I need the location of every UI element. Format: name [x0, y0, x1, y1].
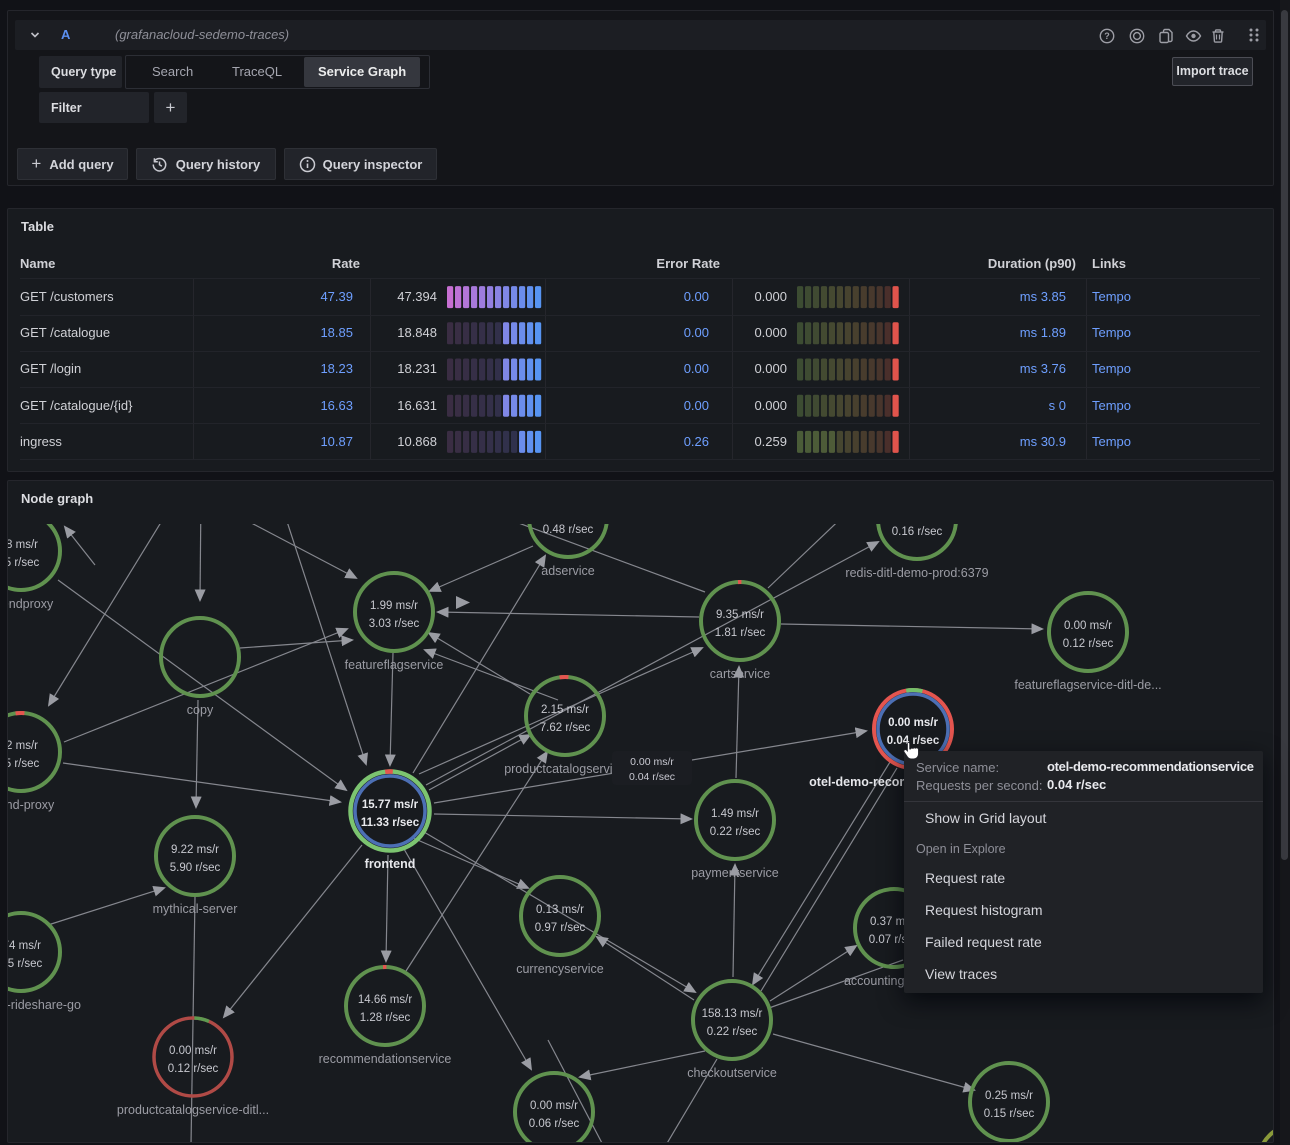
- svg-text:productcatalogservice: productcatalogservice: [504, 762, 626, 776]
- svg-text:featureflagservice-ditl-de...: featureflagservice-ditl-de...: [1014, 678, 1161, 692]
- svg-text:redis-ditl-demo-prod:6379: redis-ditl-demo-prod:6379: [845, 566, 988, 580]
- svg-text:1.81 r/sec: 1.81 r/sec: [715, 627, 766, 639]
- svg-text:1.49 ms/r: 1.49 ms/r: [711, 808, 759, 820]
- svg-text:0.04 r/sec: 0.04 r/sec: [629, 771, 675, 783]
- svg-text:14.66 ms/r: 14.66 ms/r: [358, 994, 412, 1006]
- svg-text:productcatalogservice-ditl...: productcatalogservice-ditl...: [117, 1103, 269, 1117]
- svg-text:0.22 r/sec: 0.22 r/sec: [707, 1026, 758, 1038]
- svg-text:1.28 r/sec: 1.28 r/sec: [360, 1012, 411, 1024]
- svg-text:7.62 r/sec: 7.62 r/sec: [540, 722, 591, 734]
- svg-text:checkoutservice: checkoutservice: [687, 1066, 777, 1080]
- svg-text:0.48 r/sec: 0.48 r/sec: [543, 524, 594, 536]
- svg-text:0.00 ms/r: 0.00 ms/r: [1064, 620, 1112, 632]
- svg-text:0.06 r/sec: 0.06 r/sec: [529, 1118, 580, 1130]
- svg-text:9.35 ms/r: 9.35 ms/r: [716, 609, 764, 621]
- svg-text:0.00 ms/r: 0.00 ms/r: [630, 756, 674, 768]
- svg-text:0.15 r/sec: 0.15 r/sec: [984, 1108, 1035, 1120]
- svg-text:recommendationservice: recommendationservice: [319, 1052, 452, 1066]
- svg-text:3.03 r/sec: 3.03 r/sec: [369, 618, 420, 630]
- svg-text:0.04 r/sec: 0.04 r/sec: [887, 735, 940, 747]
- svg-text:5.90 r/sec: 5.90 r/sec: [170, 862, 221, 874]
- svg-text:paymentservice: paymentservice: [691, 866, 779, 880]
- svg-text:11.33 r/sec: 11.33 r/sec: [361, 817, 420, 829]
- svg-text:0.12 r/sec: 0.12 r/sec: [1063, 638, 1114, 650]
- svg-text:0.12 r/sec: 0.12 r/sec: [168, 1063, 219, 1075]
- svg-text:1.99 ms/r: 1.99 ms/r: [370, 600, 418, 612]
- svg-text:otel-demo-rideshare-go: otel-demo-rideshare-go: [8, 998, 81, 1012]
- svg-text:mythical-server: mythical-server: [153, 902, 238, 916]
- svg-text:?: ?: [1104, 31, 1110, 41]
- svg-text:0.25 ms/r: 0.25 ms/r: [985, 1090, 1033, 1102]
- svg-text:0.00 ms/r: 0.00 ms/r: [530, 1100, 578, 1112]
- svg-text:158.13 ms/r: 158.13 ms/r: [702, 1008, 763, 1020]
- svg-text:0.00 ms/r: 0.00 ms/r: [169, 1045, 217, 1057]
- svg-text:9.22 ms/r: 9.22 ms/r: [171, 844, 219, 856]
- svg-text:adservice: adservice: [541, 564, 595, 578]
- svg-text:0.00 ms/r: 0.00 ms/r: [888, 717, 938, 729]
- svg-text:0.13 ms/r: 0.13 ms/r: [536, 904, 584, 916]
- svg-text:0.22 r/sec: 0.22 r/sec: [710, 826, 761, 838]
- svg-text:15.77 ms/r: 15.77 ms/r: [362, 799, 419, 811]
- svg-text:4.74 ms/r: 4.74 ms/r: [8, 940, 41, 952]
- svg-text:0.97 r/sec: 0.97 r/sec: [535, 922, 586, 934]
- svg-text:cartservice: cartservice: [710, 667, 770, 681]
- svg-text:frontend-proxy: frontend-proxy: [8, 798, 55, 812]
- svg-text:6.95 r/sec: 6.95 r/sec: [8, 758, 39, 770]
- svg-text:7.12 ms/r: 7.12 ms/r: [8, 740, 38, 752]
- svg-text:2.15 ms/r: 2.15 ms/r: [541, 704, 589, 716]
- svg-text:6.55 r/sec: 6.55 r/sec: [8, 557, 39, 569]
- svg-text:0.16 r/sec: 0.16 r/sec: [892, 526, 943, 538]
- svg-text:featureflagservice: featureflagservice: [345, 658, 444, 672]
- svg-text:copy: copy: [187, 703, 214, 717]
- svg-text:currencyservice: currencyservice: [516, 962, 604, 976]
- svg-text:7.78 ms/r: 7.78 ms/r: [8, 539, 38, 551]
- svg-text:frontendproxy: frontendproxy: [8, 597, 54, 611]
- svg-text:frontend: frontend: [365, 857, 416, 871]
- svg-text:1.65 r/sec: 1.65 r/sec: [8, 958, 42, 970]
